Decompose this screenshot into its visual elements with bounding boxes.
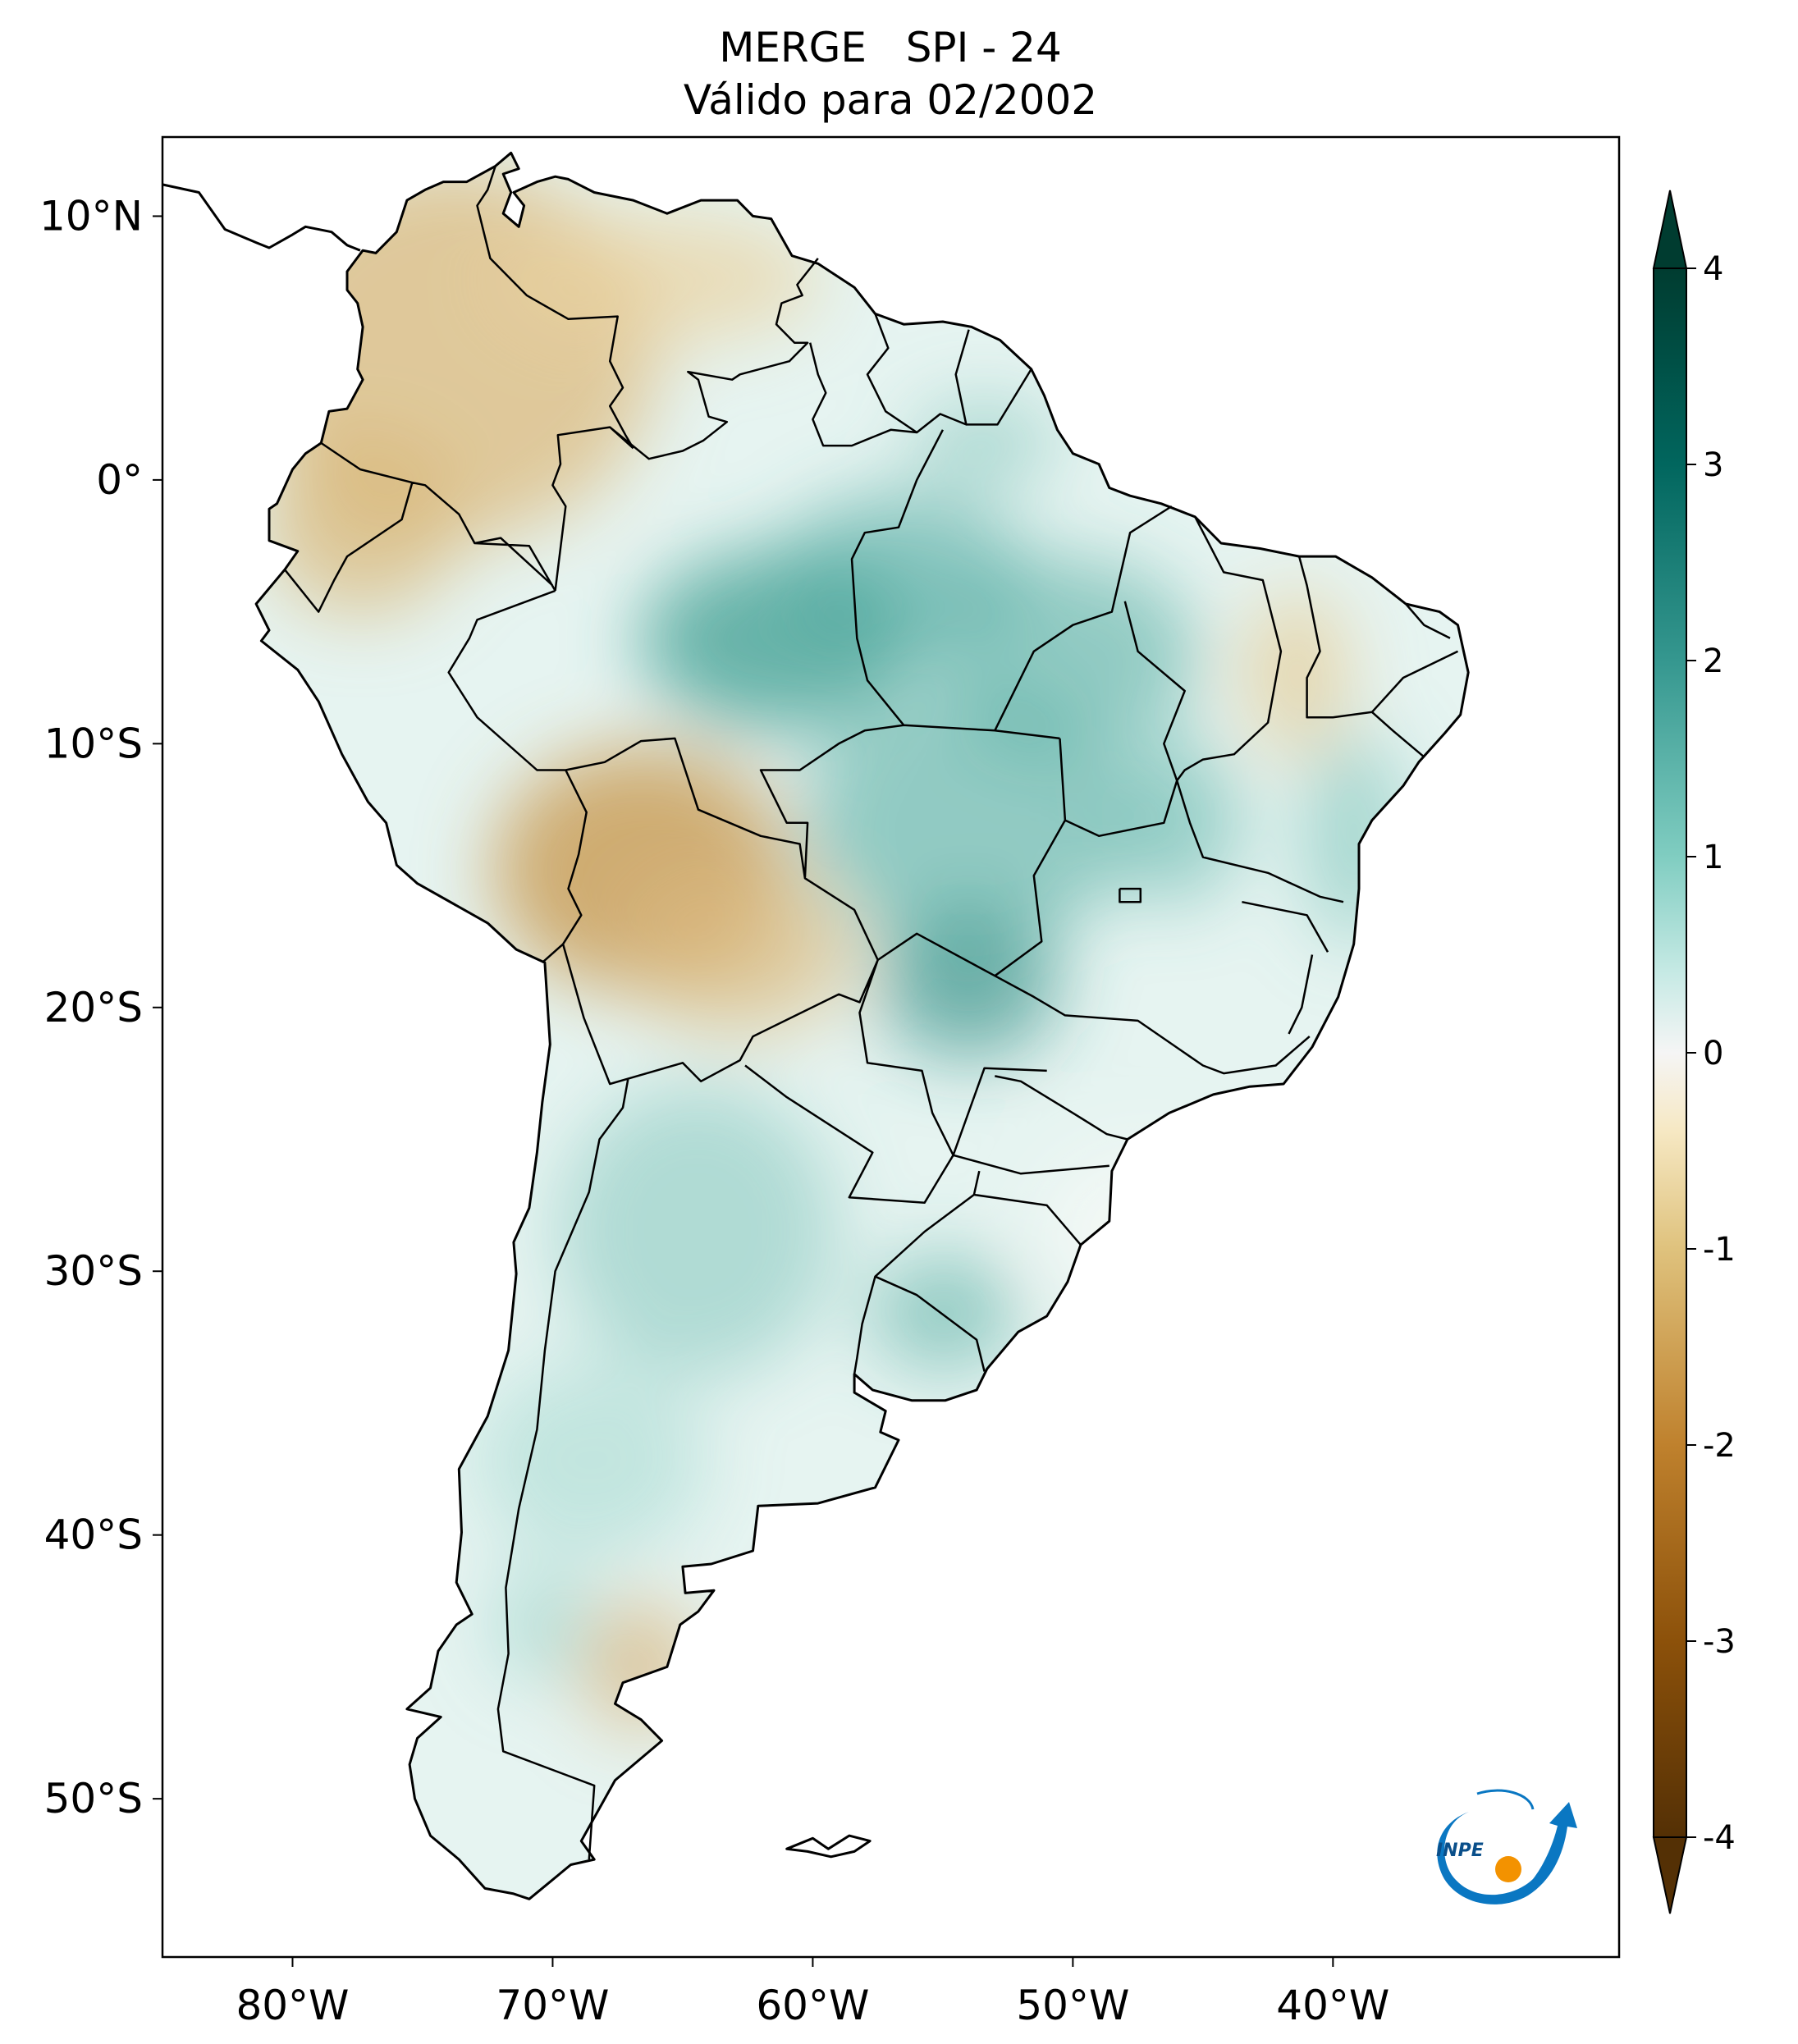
colorbar-ticks: 4 3 2 1 0 -1 -2 -3 -4 [1686,250,1736,1857]
colorbar-tick-label: -4 [1703,1819,1736,1857]
colorbar-tick-label: -2 [1703,1427,1736,1465]
lon-tick-label: 80°W [236,1982,349,2029]
lat-tick-label: 20°S [44,984,143,1031]
lat-tick-label: 10°S [44,720,143,767]
colorbar-tick-label: 2 [1703,642,1723,680]
logo-swoosh-icon [1437,1802,1577,1905]
logo-orbit-icon [1476,1789,1535,1810]
logo-dot-icon [1495,1856,1521,1882]
borders [284,166,1459,1860]
lon-tick-label: 50°W [1016,1982,1129,2029]
colorbar-tick-label: 3 [1703,446,1723,484]
colorbar-tick-label: 4 [1703,250,1723,288]
lat-tick-label: 40°S [44,1511,143,1559]
map-title: MERGE SPI - 24 [719,24,1062,71]
lon-axis: 80°W 70°W 60°W 50°W 40°W [236,1957,1389,2029]
colorbar-tick-label: -3 [1703,1623,1736,1661]
colorbar-min-extension [1652,1836,1688,1914]
lat-axis: 10°N 0° 10°S 20°S 30°S 40°S 50°S [39,192,162,1822]
lat-tick-label: 30°S [44,1247,143,1295]
logo-text: INPE [1436,1841,1484,1861]
lat-tick-label: 50°S [44,1775,143,1822]
colorbar-tick-label: 0 [1703,1035,1723,1072]
colorbar-tick-label: 1 [1703,839,1723,876]
lon-tick-label: 40°W [1276,1982,1389,2029]
lat-tick-label: 0° [96,456,143,504]
colorbar-tick-label: -1 [1703,1231,1736,1269]
lon-tick-label: 60°W [756,1982,869,2029]
colorbar-max-extension [1652,190,1688,269]
coastlines [162,151,1470,1900]
colorbar: 4 3 2 1 0 -1 -2 -3 -4 [1652,190,1736,1914]
lon-tick-label: 70°W [496,1982,609,2029]
map-subtitle: Válido para 02/2002 [683,76,1098,124]
colorbar-scale [1653,268,1687,1838]
inpe-logo: INPE [1436,1789,1577,1905]
lat-tick-label: 10°N [39,192,143,240]
